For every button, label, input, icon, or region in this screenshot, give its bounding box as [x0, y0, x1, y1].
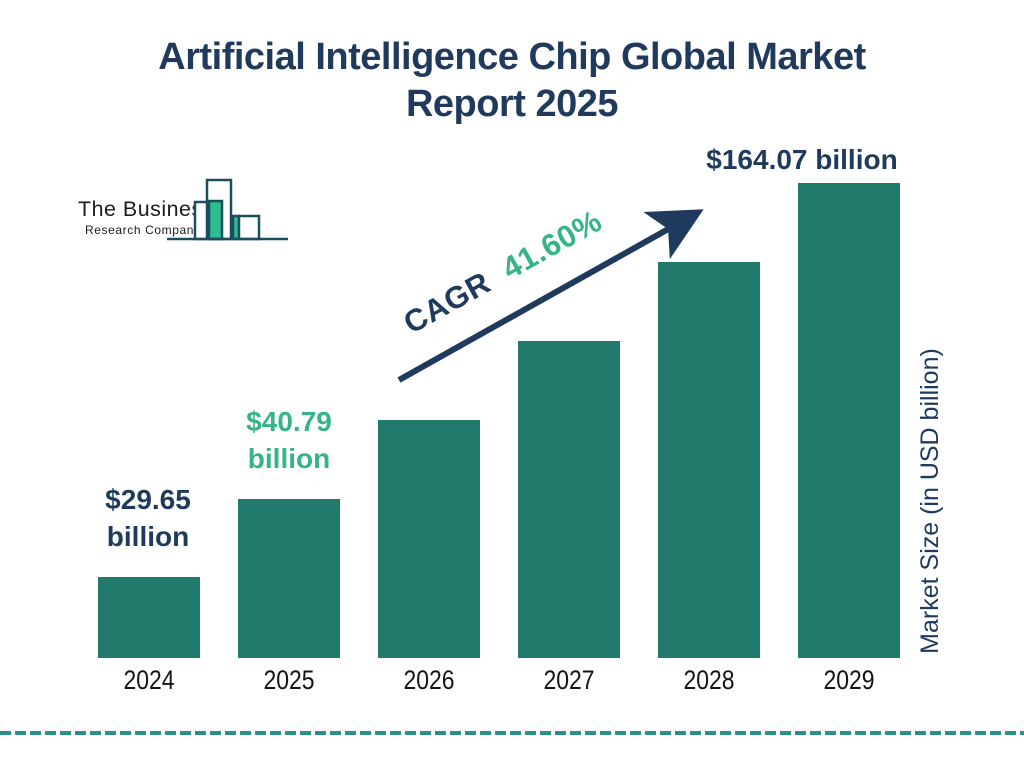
y-axis-label-wrap: Market Size (in USD billion) — [916, 336, 946, 666]
value-2029-amount: $164.07 billion — [706, 144, 898, 175]
x-axis-label-2028: 2028 — [683, 665, 735, 695]
page-title-line1: Artificial Intelligence Chip Global Mark… — [158, 36, 866, 78]
page-title: Artificial Intelligence Chip Global Mark… — [0, 34, 1024, 128]
x-axis-label-2024: 2024 — [123, 665, 175, 695]
value-label-2025: $40.79 billion — [218, 403, 360, 477]
bar-2025 — [238, 499, 340, 658]
page-title-line2: Report 2025 — [405, 83, 619, 125]
value-label-2024: $29.65 billion — [77, 481, 219, 555]
value-2024-amount: $29.65 — [105, 484, 191, 515]
value-2024-unit: billion — [106, 521, 190, 552]
logo-text-line1: The Business — [78, 198, 214, 221]
bar-2024 — [98, 577, 200, 658]
bar-2029 — [798, 183, 900, 658]
bar-2028 — [658, 262, 760, 658]
bar-2027 — [518, 341, 620, 658]
x-axis-label-2027: 2027 — [543, 665, 595, 695]
cagr-value: 41.60% — [496, 203, 608, 287]
cagr-label: CAGR — [397, 264, 497, 341]
x-axis-label-2029: 2029 — [823, 665, 875, 695]
x-axis-label-2025: 2025 — [263, 665, 315, 695]
value-label-2029: $164.07 billion — [662, 141, 942, 178]
value-2025-unit: billion — [247, 443, 331, 474]
cagr-annotation: CAGR 41.60% — [398, 199, 617, 342]
bar-2026 — [378, 420, 480, 658]
logo-text-line2: Research Company — [85, 223, 201, 237]
company-logo: The Business Research Company — [74, 176, 294, 246]
x-axis-label-2026: 2026 — [403, 665, 455, 695]
bar-chart-logo-icon — [167, 178, 288, 241]
y-axis-label: Market Size (in USD billion) — [916, 348, 944, 654]
bottom-dashed-divider — [0, 731, 1024, 735]
value-2025-amount: $40.79 — [246, 406, 332, 437]
